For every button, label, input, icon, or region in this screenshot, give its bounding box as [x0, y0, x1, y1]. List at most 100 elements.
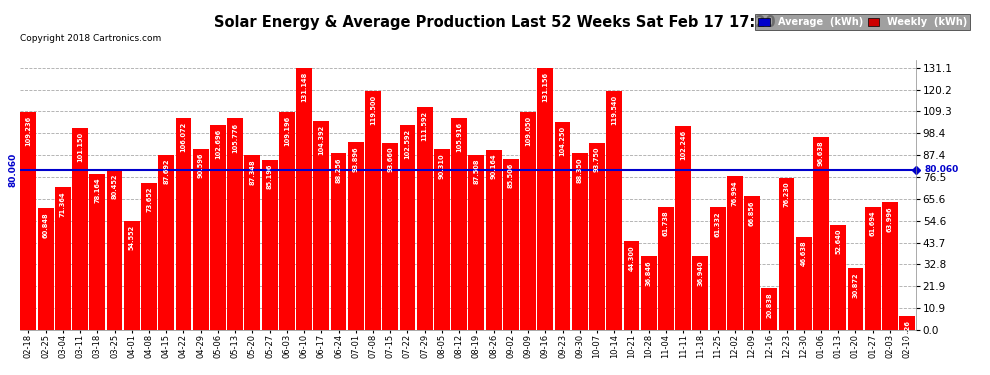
Bar [124, 221, 140, 330]
Bar [331, 153, 346, 330]
Bar [572, 153, 588, 330]
Bar [554, 122, 570, 330]
Text: 85.506: 85.506 [508, 163, 514, 188]
Bar [847, 268, 863, 330]
Text: 76.230: 76.230 [783, 182, 790, 207]
Text: 90.164: 90.164 [491, 154, 497, 179]
Text: 88.350: 88.350 [577, 157, 583, 183]
Bar [382, 142, 398, 330]
Bar [864, 207, 880, 330]
Bar [210, 124, 226, 330]
Bar [38, 208, 53, 330]
Text: 109.050: 109.050 [525, 116, 531, 146]
Text: 106.072: 106.072 [180, 122, 186, 152]
Bar [606, 91, 622, 330]
Text: 90.310: 90.310 [439, 153, 445, 179]
Text: 104.392: 104.392 [319, 125, 325, 156]
Text: 36.846: 36.846 [645, 260, 651, 286]
Bar [761, 288, 777, 330]
Bar [813, 137, 829, 330]
Text: 78.164: 78.164 [94, 178, 100, 203]
Text: 36.940: 36.940 [697, 260, 703, 286]
Bar [882, 202, 898, 330]
Bar [55, 187, 71, 330]
Bar [400, 125, 416, 330]
Bar [503, 159, 519, 330]
Bar [365, 91, 381, 330]
Bar [21, 111, 37, 330]
Text: 61.332: 61.332 [715, 211, 721, 237]
Text: 96.638: 96.638 [818, 141, 824, 166]
Text: 90.596: 90.596 [198, 153, 204, 178]
Text: 20.838: 20.838 [766, 292, 772, 318]
Text: 73.652: 73.652 [146, 187, 152, 212]
Text: 104.250: 104.250 [559, 126, 565, 156]
Text: 61.738: 61.738 [663, 210, 669, 236]
Text: 93.660: 93.660 [387, 147, 393, 172]
Text: 80.060: 80.060 [8, 153, 18, 187]
Bar [778, 177, 794, 330]
Text: 87.692: 87.692 [163, 159, 169, 184]
Text: 109.196: 109.196 [284, 116, 290, 146]
Text: 131.156: 131.156 [543, 72, 548, 102]
Text: Copyright 2018 Cartronics.com: Copyright 2018 Cartronics.com [20, 34, 161, 43]
Bar [831, 225, 846, 330]
Bar [468, 155, 484, 330]
Bar [245, 155, 260, 330]
Bar [347, 142, 363, 330]
Text: 87.348: 87.348 [249, 159, 255, 185]
Text: 76.994: 76.994 [732, 180, 738, 206]
Bar [72, 128, 88, 330]
Bar [486, 150, 502, 330]
Text: 102.696: 102.696 [215, 129, 221, 159]
Bar [314, 121, 330, 330]
Text: 60.848: 60.848 [43, 212, 49, 238]
Text: 63.996: 63.996 [887, 206, 893, 232]
Text: 7.026: 7.026 [904, 320, 910, 341]
Bar [451, 118, 467, 330]
Text: 105.916: 105.916 [456, 122, 462, 152]
Text: 54.552: 54.552 [129, 225, 135, 250]
Bar [296, 68, 312, 330]
Bar [193, 149, 209, 330]
Bar [261, 160, 277, 330]
Text: 102.592: 102.592 [405, 129, 411, 159]
Bar [658, 207, 674, 330]
Text: 131.148: 131.148 [301, 72, 307, 102]
Bar [417, 107, 433, 330]
Bar [89, 174, 105, 330]
Bar [228, 118, 244, 330]
Legend: Average  (kWh), Weekly  (kWh): Average (kWh), Weekly (kWh) [755, 14, 970, 30]
Text: 119.540: 119.540 [611, 95, 617, 125]
Text: 52.640: 52.640 [836, 229, 842, 254]
Bar [158, 154, 174, 330]
Text: 30.872: 30.872 [852, 272, 858, 298]
Text: Solar Energy & Average Production Last 52 Weeks Sat Feb 17 17:20: Solar Energy & Average Production Last 5… [214, 15, 776, 30]
Bar [142, 183, 157, 330]
Bar [641, 256, 656, 330]
Bar [520, 112, 536, 330]
Text: 111.592: 111.592 [422, 111, 428, 141]
Text: 61.694: 61.694 [869, 211, 876, 236]
Text: 80.060: 80.060 [925, 165, 959, 174]
Text: 46.638: 46.638 [801, 241, 807, 266]
Bar [175, 118, 191, 330]
Text: 119.500: 119.500 [370, 95, 376, 125]
Text: 93.896: 93.896 [352, 146, 358, 172]
Text: 66.856: 66.856 [749, 200, 755, 226]
Text: 102.246: 102.246 [680, 129, 686, 160]
Bar [434, 149, 449, 330]
Bar [107, 169, 123, 330]
Text: 101.150: 101.150 [77, 132, 83, 162]
Bar [727, 176, 742, 330]
Text: 93.750: 93.750 [594, 147, 600, 172]
Text: 109.236: 109.236 [26, 116, 32, 146]
Text: 80.452: 80.452 [112, 173, 118, 199]
Bar [710, 207, 726, 330]
Text: 85.196: 85.196 [266, 164, 272, 189]
Bar [279, 112, 295, 330]
Bar [675, 126, 691, 330]
Bar [744, 196, 760, 330]
Bar [899, 316, 915, 330]
Text: 105.776: 105.776 [233, 123, 239, 153]
